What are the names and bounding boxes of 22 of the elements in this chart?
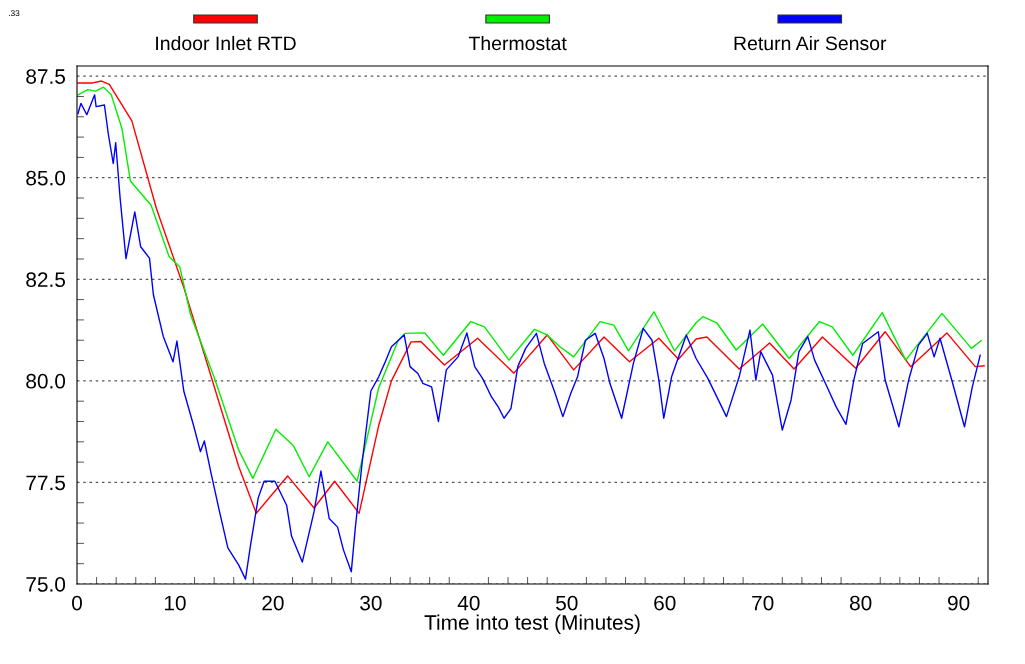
y-tick-label: 75.0	[26, 577, 66, 592]
x-tick-label: 60	[654, 595, 676, 611]
y-tick-label: 85.0	[26, 170, 66, 186]
legend-label: Indoor Inlet RTD	[156, 35, 296, 51]
x-tick-label: 80	[849, 595, 872, 611]
y-tick-label: 77.5	[26, 475, 66, 491]
text: .33	[8, 10, 20, 17]
y-tick-label: 82.5	[26, 272, 66, 288]
legend-label: Thermostat	[468, 35, 567, 51]
y-tick-label: 87.5	[26, 69, 66, 84]
x-tick-label: 50	[556, 595, 578, 611]
x-tick-label: 90	[948, 595, 970, 611]
x-tick-label: 20	[262, 595, 284, 611]
line-series	[77, 94, 981, 580]
x-tick-label: 70	[752, 595, 774, 611]
x-tick-label: 10	[164, 595, 186, 611]
x-tick-label: 0	[72, 595, 82, 611]
x-axis-title: Time into test (Minutes)	[424, 614, 640, 634]
x-tick-label: 40	[457, 595, 480, 611]
x-tick-label: 30	[360, 595, 382, 611]
legend-label: Return Air Sensor	[734, 35, 887, 51]
y-tick-label: 80.0	[26, 373, 66, 389]
